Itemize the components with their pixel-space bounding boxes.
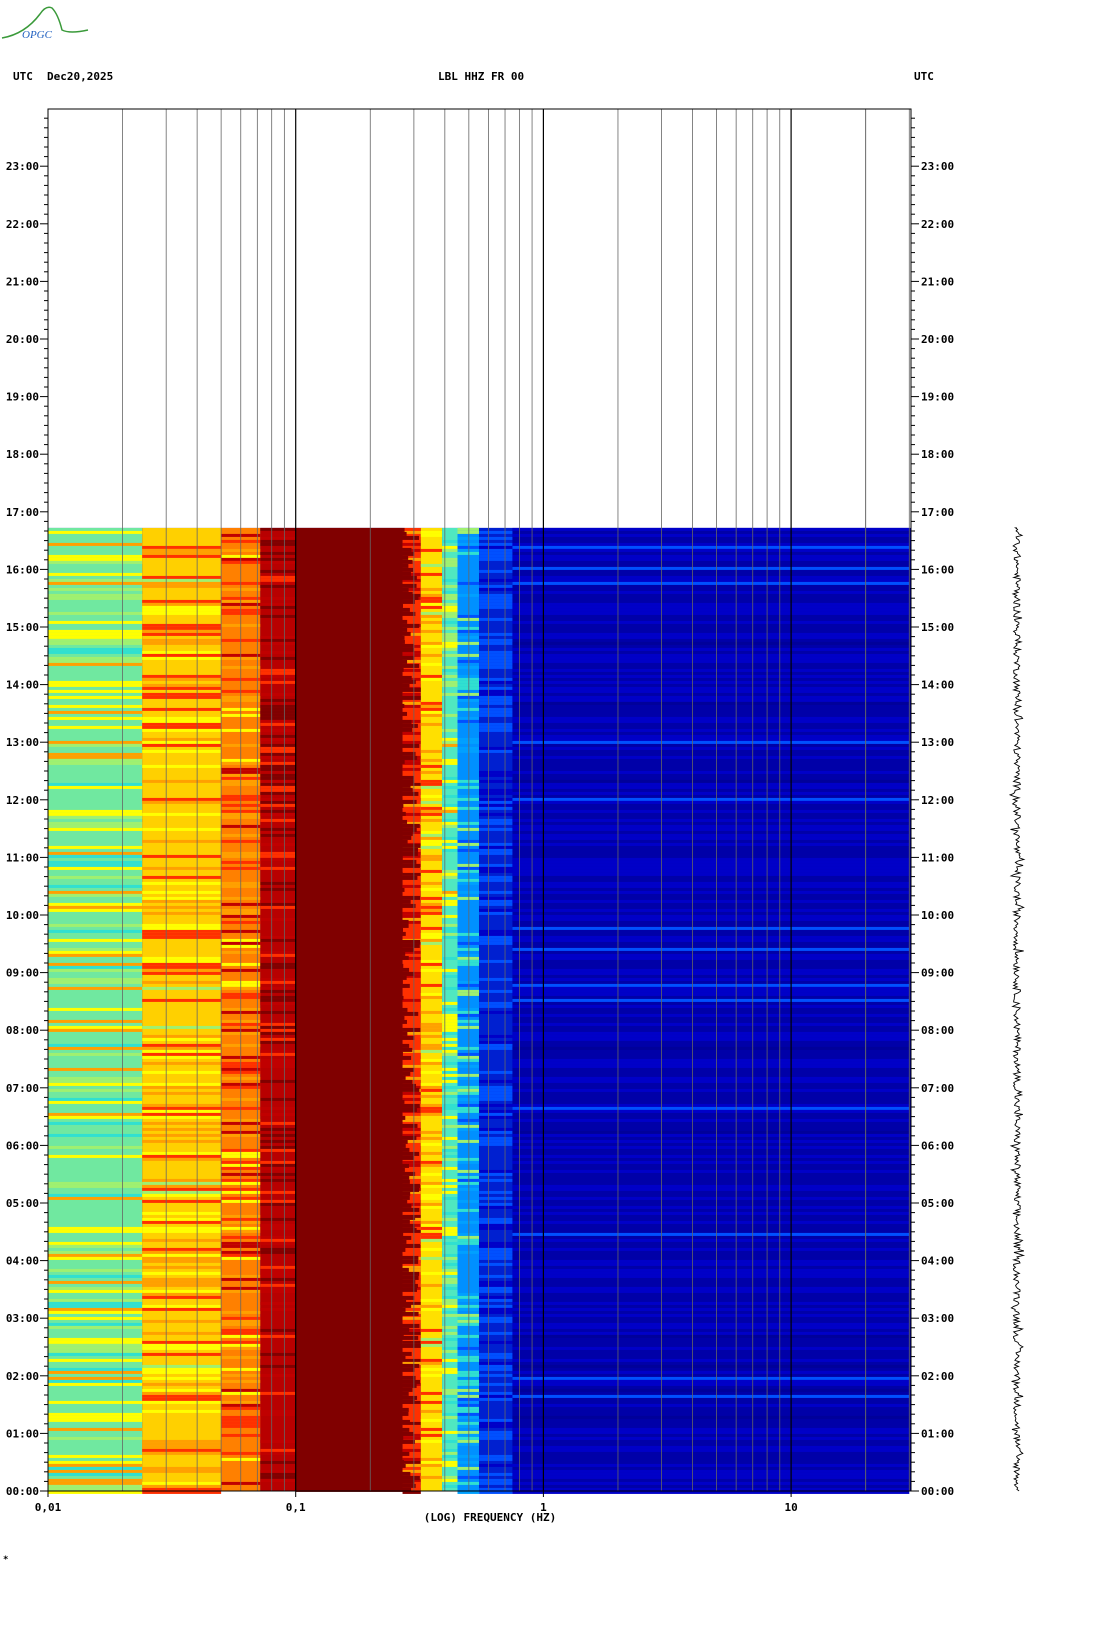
header-left-utc: UTC (13, 70, 33, 83)
y-tick-label-right: 11:00 (921, 851, 954, 864)
seismogram-trace (1008, 527, 1026, 1492)
logo-text: OPGC (22, 29, 53, 41)
y-tick-label-left: 19:00 (6, 391, 39, 404)
y-tick-label-right: 09:00 (921, 967, 954, 980)
seismogram-waveform (1008, 527, 1026, 1492)
y-tick-label-right: 22:00 (921, 218, 954, 231)
frequency-grid (122, 109, 910, 1491)
y-tick-label-left: 07:00 (6, 1082, 39, 1095)
y-tick-label-right: 01:00 (921, 1427, 954, 1440)
y-tick-label-left: 02:00 (6, 1370, 39, 1383)
frequency-axis: 0,01 0,1 1 10 (35, 1491, 798, 1514)
y-tick-label-right: 13:00 (921, 736, 954, 749)
y-tick-label-right: 00:00 (921, 1485, 954, 1498)
header-right-utc: UTC (914, 70, 934, 83)
y-tick-label-left: 05:00 (6, 1197, 39, 1210)
y-tick-label-right: 04:00 (921, 1255, 954, 1268)
y-tick-label-left: 20:00 (6, 333, 39, 346)
y-tick-label-right: 19:00 (921, 391, 954, 404)
y-tick-label-right: 12:00 (921, 794, 954, 807)
y-tick-label-left: 16:00 (6, 563, 39, 576)
spectrogram-heatmap (48, 527, 911, 1494)
y-tick-label-right: 16:00 (921, 563, 954, 576)
x-tick-label: 10 (784, 1501, 797, 1514)
y-tick-label-left: 01:00 (6, 1427, 39, 1440)
y-tick-label-left: 00:00 (6, 1485, 39, 1498)
header-station: LBL HHZ FR 00 (438, 70, 525, 83)
y-tick-label-right: 05:00 (921, 1197, 954, 1210)
y-tick-label-left: 23:00 (6, 160, 39, 173)
y-tick-label-right: 17:00 (921, 506, 954, 519)
footer-mark: * (3, 1555, 8, 1565)
y-tick-label-left: 22:00 (6, 218, 39, 231)
y-tick-label-left: 04:00 (6, 1255, 39, 1268)
y-tick-label-left: 03:00 (6, 1312, 39, 1325)
y-tick-label-left: 12:00 (6, 794, 39, 807)
y-tick-label-left: 08:00 (6, 1024, 39, 1037)
y-tick-label-right: 10:00 (921, 909, 954, 922)
y-tick-label-left: 09:00 (6, 967, 39, 980)
time-axes: 00:00 00:00 01:00 01:00 02:00 02:00 03:00 03:00… (6, 117, 954, 1498)
y-tick-label-left: 17:00 (6, 506, 39, 519)
y-tick-label-left: 11:00 (6, 851, 39, 864)
y-tick-label-left: 13:00 (6, 736, 39, 749)
y-tick-label-right: 21:00 (921, 275, 954, 288)
spectral-band-9 (479, 527, 513, 1491)
y-tick-label-left: 06:00 (6, 1139, 39, 1152)
spectral-band-10 (512, 527, 910, 1491)
y-tick-label-right: 14:00 (921, 679, 954, 692)
y-tick-label-right: 08:00 (921, 1024, 954, 1037)
x-tick-label: 1 (540, 1501, 547, 1514)
x-axis-label: (LOG) FREQUENCY (HZ) (424, 1511, 556, 1524)
y-tick-label-right: 02:00 (921, 1370, 954, 1383)
x-tick-label: 0,1 (286, 1501, 306, 1514)
x-tick-label: 0,01 (35, 1501, 62, 1514)
y-tick-label-left: 21:00 (6, 275, 39, 288)
y-tick-label-right: 18:00 (921, 448, 954, 461)
y-tick-label-right: 06:00 (921, 1139, 954, 1152)
y-tick-label-right: 15:00 (921, 621, 954, 634)
y-tick-label-right: 20:00 (921, 333, 954, 346)
y-tick-label-left: 15:00 (6, 621, 39, 634)
y-tick-label-left: 14:00 (6, 679, 39, 692)
y-tick-label-right: 07:00 (921, 1082, 954, 1095)
y-tick-label-right: 23:00 (921, 160, 954, 173)
y-tick-label-right: 03:00 (921, 1312, 954, 1325)
y-tick-label-left: 18:00 (6, 448, 39, 461)
opgc-logo: OPGC (1, 6, 89, 41)
logo-volcano-shape (1, 6, 89, 39)
header-date: Dec20,2025 (47, 70, 114, 83)
y-tick-label-left: 10:00 (6, 909, 39, 922)
